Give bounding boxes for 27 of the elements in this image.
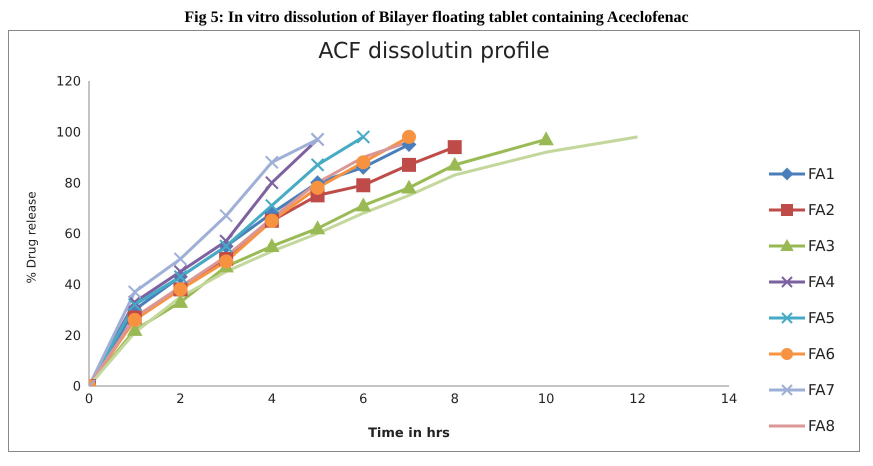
- y-tick-label: 120: [56, 74, 81, 90]
- y-tick-label: 20: [64, 328, 81, 344]
- x-tick-label: 10: [538, 392, 554, 408]
- legend-label: FA2: [808, 201, 836, 219]
- x-tick-label: 2: [176, 392, 185, 408]
- legend-label: FA1: [808, 165, 836, 183]
- y-tick-label: 100: [56, 125, 81, 140]
- y-tick-label: 80: [64, 176, 81, 192]
- x-tick-label: 8: [450, 392, 459, 408]
- legend-label: FA5: [808, 309, 836, 327]
- legend-label: FA3: [808, 237, 836, 255]
- legend-label: FA8: [808, 417, 836, 435]
- y-axis-title: % Drug release: [24, 191, 38, 284]
- caption: Fig 5: In vitro dissolution of Bilayer floating tablet containing Aceclofenac: [184, 9, 689, 26]
- y-tick-label: 0: [72, 380, 81, 395]
- x-tick-label: 6: [359, 392, 368, 408]
- legend-label: FA4: [808, 273, 836, 291]
- x-tick-label: 12: [629, 392, 646, 408]
- legend-label: FA7: [808, 381, 836, 399]
- x-tick-label: 14: [720, 392, 738, 408]
- y-tick-label: 60: [64, 227, 81, 242]
- x-tick-label: 4: [268, 392, 276, 408]
- x-axis-title: Time in hrs: [368, 426, 450, 441]
- chart-title: ACF dissolutin profile: [317, 39, 551, 66]
- y-tick-label: 40: [64, 278, 81, 293]
- legend-label: FA6: [808, 345, 836, 363]
- x-tick-label: 0: [84, 392, 94, 408]
